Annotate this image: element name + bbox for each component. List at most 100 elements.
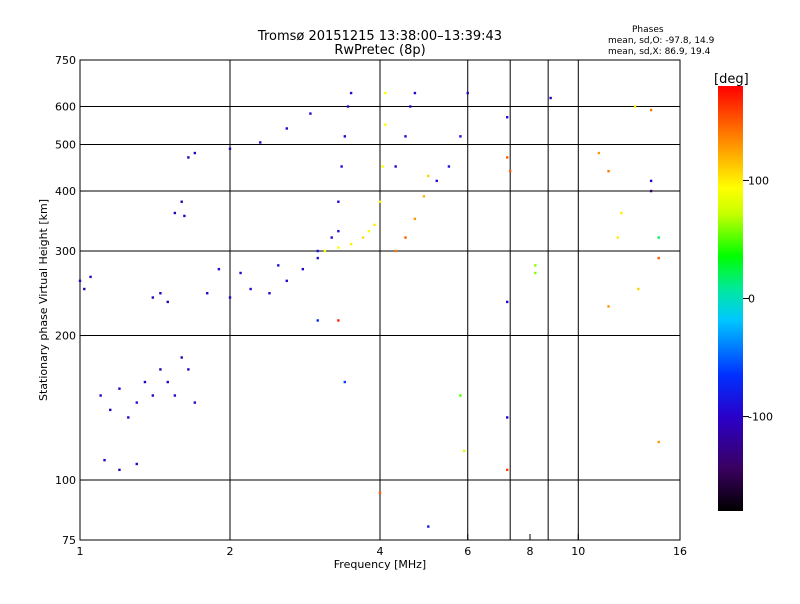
data-point	[534, 271, 537, 275]
data-point	[346, 105, 350, 108]
data-points	[78, 91, 660, 528]
data-point	[459, 394, 462, 397]
colorbar-gradient	[718, 86, 743, 511]
data-point	[367, 229, 371, 233]
data-point	[228, 147, 232, 150]
y-tick-label: 300	[55, 245, 76, 258]
x-tick-label: 2	[227, 545, 234, 558]
data-point	[316, 319, 319, 322]
data-point	[649, 189, 653, 193]
y-tick-label: 100	[55, 474, 76, 487]
data-point	[316, 249, 319, 253]
data-point	[109, 408, 112, 412]
x-tick-label: 16	[673, 545, 687, 558]
data-point	[78, 279, 82, 283]
data-point	[505, 116, 509, 119]
data-point	[99, 394, 102, 397]
data-point	[462, 449, 466, 453]
data-point	[649, 108, 653, 112]
data-point	[193, 151, 197, 155]
data-point	[143, 380, 147, 384]
data-point	[277, 264, 280, 267]
data-point	[413, 91, 417, 95]
data-point	[180, 356, 183, 359]
data-point	[340, 165, 343, 168]
data-point	[384, 91, 387, 95]
data-point	[187, 156, 190, 159]
data-point	[505, 416, 509, 419]
data-point	[259, 141, 262, 144]
y-tick-label: 400	[55, 185, 76, 198]
data-point	[409, 105, 412, 108]
data-point	[427, 525, 430, 528]
data-point	[466, 91, 469, 95]
colorbar-tick-label: 100	[748, 174, 769, 187]
data-point	[649, 179, 653, 183]
colorbar-tick-label: -100	[748, 411, 773, 424]
data-point	[316, 256, 319, 260]
data-point	[534, 264, 537, 267]
x-axis-label: Frequency [MHz]	[334, 558, 426, 571]
colorbar: [deg] 100 0 -100	[714, 72, 773, 511]
data-point	[378, 491, 382, 495]
data-point	[151, 394, 155, 397]
data-point	[343, 135, 347, 138]
data-point	[373, 223, 376, 227]
data-point	[166, 380, 169, 384]
colorbar-tick-label: 0	[748, 293, 755, 306]
data-point	[118, 387, 121, 390]
data-point	[505, 300, 509, 304]
y-axis-label: Stationary phase Virtual Height [km]	[37, 199, 50, 401]
chart-title: Tromsø 20151215 13:38:00–13:39:43	[257, 29, 502, 44]
data-point	[620, 211, 623, 215]
phases-o-line: mean, sd,O: -97.8, 14.9	[608, 36, 715, 46]
data-point	[83, 287, 86, 291]
data-point	[435, 179, 438, 183]
data-point	[173, 394, 177, 397]
data-point	[384, 123, 387, 126]
data-point	[404, 236, 407, 239]
x-tick-label: 1	[77, 545, 84, 558]
data-point	[597, 151, 601, 155]
data-point	[505, 468, 509, 472]
data-point	[422, 195, 426, 198]
x-tick-label: 4	[377, 545, 384, 558]
data-point	[159, 292, 162, 295]
data-point	[337, 229, 340, 233]
data-point	[180, 200, 183, 203]
data-point	[607, 169, 610, 173]
y-tick-label: 75	[62, 534, 76, 547]
data-point	[249, 287, 252, 291]
data-point	[239, 271, 242, 275]
data-point	[89, 275, 92, 279]
phases-heading: Phases	[632, 25, 664, 35]
data-point	[228, 296, 232, 299]
data-point	[637, 287, 640, 291]
data-point	[378, 200, 382, 203]
data-point	[607, 305, 610, 308]
y-tick-label: 750	[55, 54, 76, 67]
data-point	[361, 236, 365, 239]
data-point	[166, 300, 169, 304]
data-point	[183, 214, 186, 218]
data-point	[404, 135, 407, 138]
colorbar-ticks: 100 0 -100	[743, 174, 773, 424]
data-point	[633, 105, 637, 108]
data-point	[330, 236, 333, 239]
data-point	[337, 200, 340, 203]
data-point	[657, 236, 660, 239]
colorbar-label: [deg]	[714, 72, 749, 87]
data-point	[268, 292, 271, 295]
data-point	[459, 135, 462, 138]
phases-x-line: mean, sd,X: 86.9, 19.4	[608, 47, 711, 57]
y-tick-label: 500	[55, 139, 76, 152]
data-point	[549, 96, 552, 100]
data-point	[323, 249, 327, 253]
plot-area: 1 2 4 6 8 10 16 75 100 200 300 400 500 600 750	[55, 54, 687, 558]
data-point	[151, 296, 155, 299]
y-tick-label: 200	[55, 330, 76, 343]
data-point	[337, 319, 340, 322]
data-point	[301, 267, 305, 271]
data-point	[508, 169, 512, 173]
